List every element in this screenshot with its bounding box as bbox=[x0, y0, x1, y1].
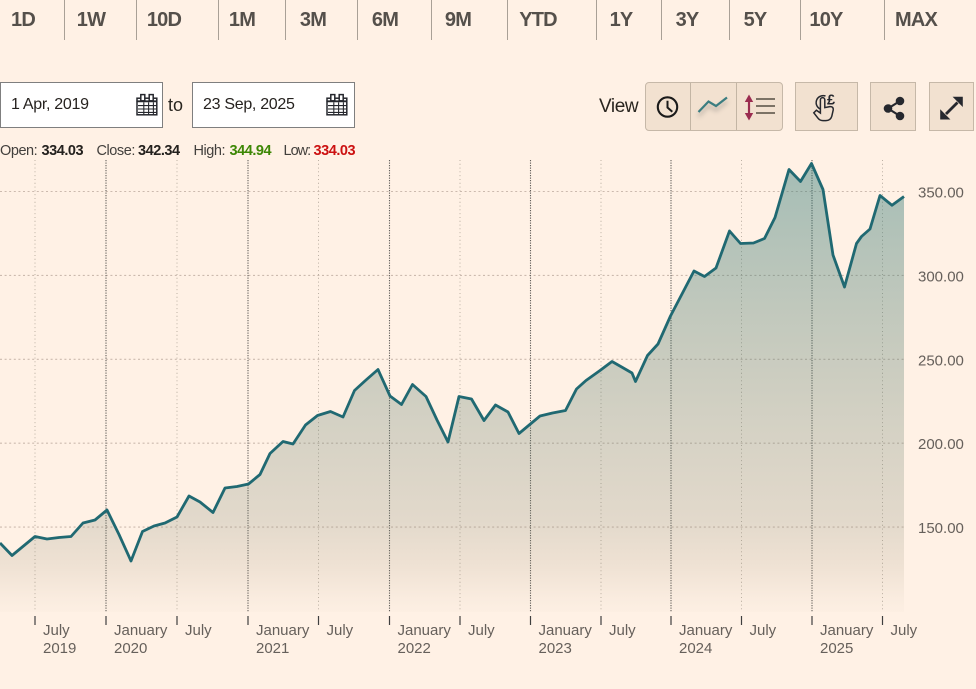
svg-text:2024: 2024 bbox=[679, 640, 712, 657]
svg-text:2025: 2025 bbox=[820, 640, 853, 657]
svg-text:July: July bbox=[185, 622, 212, 639]
svg-text:July: July bbox=[43, 622, 70, 639]
svg-text:July: July bbox=[750, 622, 777, 639]
svg-text:2021: 2021 bbox=[256, 640, 289, 657]
svg-text:July: July bbox=[468, 622, 495, 639]
svg-text:July: July bbox=[609, 622, 636, 639]
svg-text:150.00: 150.00 bbox=[918, 520, 964, 537]
svg-text:2020: 2020 bbox=[114, 640, 147, 657]
svg-text:January: January bbox=[398, 622, 452, 639]
svg-text:2022: 2022 bbox=[398, 640, 431, 657]
svg-text:2019: 2019 bbox=[43, 640, 76, 657]
svg-text:350.00: 350.00 bbox=[918, 185, 964, 202]
svg-text:£: £ bbox=[827, 93, 835, 109]
svg-text:January: January bbox=[539, 622, 593, 639]
svg-text:200.00: 200.00 bbox=[918, 436, 964, 453]
svg-text:January: January bbox=[114, 622, 168, 639]
svg-text:January: January bbox=[820, 622, 874, 639]
svg-text:July: July bbox=[327, 622, 354, 639]
svg-text:2023: 2023 bbox=[539, 640, 572, 657]
svg-text:300.00: 300.00 bbox=[918, 268, 964, 285]
svg-text:January: January bbox=[679, 622, 733, 639]
svg-text:250.00: 250.00 bbox=[918, 352, 964, 369]
svg-text:January: January bbox=[256, 622, 310, 639]
svg-text:July: July bbox=[891, 622, 918, 639]
